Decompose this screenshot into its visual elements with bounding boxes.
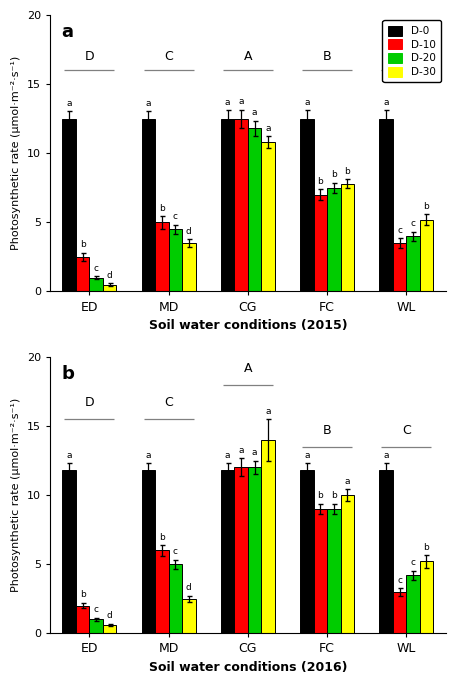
Text: a: a: [252, 108, 257, 117]
Bar: [76, 257, 90, 292]
Bar: [300, 119, 314, 292]
Text: b: b: [80, 240, 85, 249]
Bar: [90, 619, 103, 634]
Bar: [406, 575, 420, 634]
Bar: [393, 243, 406, 292]
Bar: [90, 277, 103, 292]
Text: a: a: [239, 97, 244, 106]
Text: a: a: [66, 451, 72, 460]
Text: b: b: [424, 201, 430, 211]
Bar: [300, 470, 314, 634]
Bar: [420, 220, 433, 292]
Y-axis label: Photosynthetic rate (μmol·m⁻²·s⁻¹): Photosynthetic rate (μmol·m⁻²·s⁻¹): [11, 56, 21, 251]
Bar: [314, 195, 327, 292]
Bar: [379, 119, 393, 292]
Text: a: a: [146, 451, 151, 460]
Text: a: a: [225, 98, 230, 107]
Text: a: a: [66, 99, 72, 108]
Text: b: b: [331, 491, 337, 500]
Bar: [234, 119, 248, 292]
Text: b: b: [318, 177, 323, 186]
Text: a: a: [239, 446, 244, 455]
Text: D: D: [85, 51, 94, 64]
Text: b: b: [80, 590, 85, 599]
Text: C: C: [402, 424, 411, 437]
Text: a: a: [304, 451, 310, 460]
Text: c: c: [94, 606, 99, 614]
Text: A: A: [244, 362, 252, 375]
Text: c: c: [173, 212, 178, 221]
Text: b: b: [331, 170, 337, 179]
Bar: [393, 592, 406, 634]
Bar: [234, 467, 248, 634]
Text: A: A: [244, 51, 252, 64]
Bar: [155, 550, 169, 634]
Bar: [169, 229, 182, 292]
Text: c: c: [94, 264, 99, 273]
Text: a: a: [266, 123, 271, 133]
Bar: [340, 184, 354, 292]
Text: c: c: [410, 219, 415, 228]
Text: b: b: [62, 365, 74, 383]
Text: c: c: [173, 547, 178, 556]
Text: a: a: [266, 407, 271, 416]
Y-axis label: Photosynthetic rate (μmol·m⁻²·s⁻¹): Photosynthetic rate (μmol·m⁻²·s⁻¹): [11, 398, 21, 593]
Text: d: d: [186, 583, 192, 593]
Bar: [420, 562, 433, 634]
Text: a: a: [345, 477, 350, 486]
Bar: [142, 119, 155, 292]
Bar: [76, 606, 90, 634]
Bar: [221, 119, 234, 292]
Text: a: a: [225, 451, 230, 460]
Bar: [63, 119, 76, 292]
Text: c: c: [397, 226, 402, 235]
Text: B: B: [323, 51, 331, 64]
Bar: [327, 509, 340, 634]
Bar: [340, 495, 354, 634]
Text: b: b: [424, 543, 430, 552]
Text: B: B: [323, 424, 331, 437]
Text: d: d: [107, 271, 112, 280]
Bar: [169, 564, 182, 634]
Text: c: c: [410, 558, 415, 567]
Bar: [248, 467, 261, 634]
Bar: [261, 440, 275, 634]
Text: a: a: [252, 448, 257, 457]
Bar: [261, 142, 275, 292]
Legend: D-0, D-10, D-20, D-30: D-0, D-10, D-20, D-30: [383, 21, 441, 82]
Bar: [314, 509, 327, 634]
Text: b: b: [159, 203, 165, 213]
Text: d: d: [107, 612, 112, 621]
Bar: [182, 243, 196, 292]
X-axis label: Soil water conditions (2015): Soil water conditions (2015): [149, 319, 347, 332]
Bar: [142, 470, 155, 634]
Bar: [248, 128, 261, 292]
Bar: [182, 599, 196, 634]
Bar: [327, 188, 340, 292]
Text: d: d: [186, 227, 192, 236]
Text: b: b: [159, 533, 165, 542]
Bar: [103, 284, 117, 292]
Bar: [63, 470, 76, 634]
Text: C: C: [164, 397, 173, 410]
Text: C: C: [164, 51, 173, 64]
Text: a: a: [383, 98, 389, 107]
Bar: [103, 625, 117, 634]
Bar: [221, 470, 234, 634]
Text: b: b: [345, 167, 350, 176]
Text: c: c: [397, 575, 402, 584]
Bar: [406, 236, 420, 292]
Text: b: b: [318, 491, 323, 500]
Text: a: a: [62, 23, 74, 41]
Text: a: a: [304, 98, 310, 107]
Text: C: C: [402, 51, 411, 64]
X-axis label: Soil water conditions (2016): Soil water conditions (2016): [149, 661, 347, 674]
Text: a: a: [146, 99, 151, 108]
Text: D: D: [85, 397, 94, 410]
Bar: [379, 470, 393, 634]
Bar: [155, 223, 169, 292]
Text: a: a: [383, 451, 389, 460]
